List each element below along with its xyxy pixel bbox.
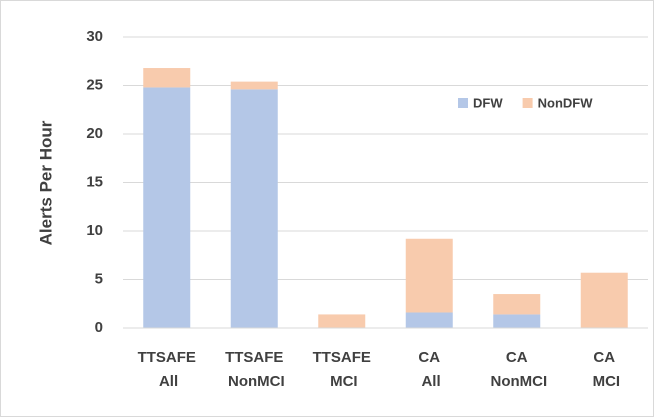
bar-segment xyxy=(405,238,453,313)
x-tick-label: CA NonMCI xyxy=(486,349,547,390)
y-tick-label: 15 xyxy=(86,173,103,190)
legend-swatch xyxy=(522,98,533,108)
bar-segment xyxy=(493,294,541,315)
y-tick-label: 20 xyxy=(86,125,103,142)
x-tick-label: TTSAFE NonMCI xyxy=(224,349,285,390)
legend-swatch xyxy=(458,98,468,108)
y-tick-label: 5 xyxy=(95,270,103,287)
bar-segment xyxy=(143,68,191,88)
y-tick-label: 0 xyxy=(95,319,103,336)
bar-segment xyxy=(230,81,278,90)
bar-segment xyxy=(318,314,366,328)
x-tick-label: CA All xyxy=(418,349,441,390)
bar-segment xyxy=(405,312,453,328)
bar-segment xyxy=(230,89,278,328)
x-tick-label: TTSAFE All xyxy=(138,349,196,390)
legend-label: NonDFW xyxy=(538,95,594,110)
x-tick-label: CA MCI xyxy=(588,349,620,390)
x-tick-label: TTSAFE MCI xyxy=(313,349,371,390)
y-axis-label: Alerts Per Hour xyxy=(36,120,55,245)
bar-segment xyxy=(580,272,628,328)
y-tick-label: 30 xyxy=(86,28,103,45)
y-tick-label: 10 xyxy=(86,222,103,239)
bar-segment xyxy=(143,87,191,328)
legend-label: DFW xyxy=(473,95,503,110)
bar-segment xyxy=(493,314,541,328)
y-tick-label: 25 xyxy=(86,76,103,93)
